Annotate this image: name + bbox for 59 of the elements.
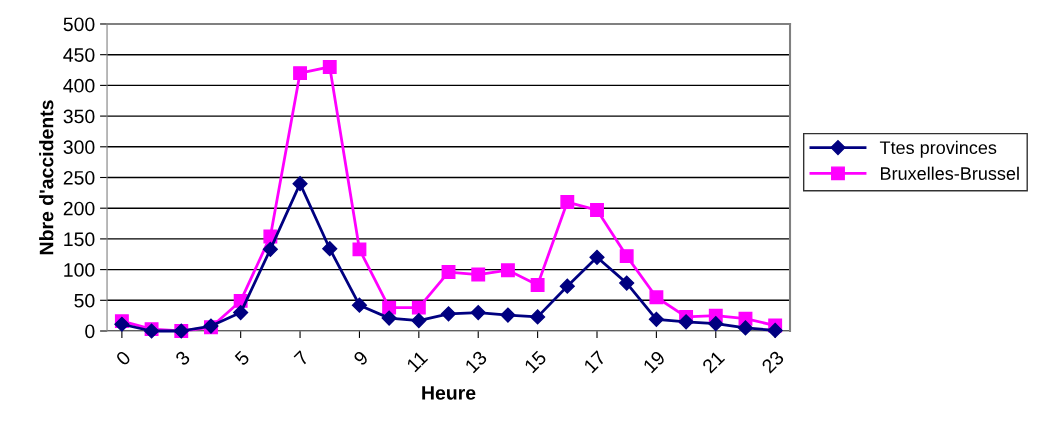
x-tick-label: 9 [352, 350, 369, 367]
point [352, 242, 367, 257]
point [411, 312, 427, 329]
point [381, 310, 397, 326]
x-tick-label: 21 [701, 350, 726, 374]
y-tick-label: 50 [74, 293, 95, 308]
point [560, 195, 575, 209]
point [648, 311, 664, 327]
y-tick-label: 150 [64, 232, 95, 247]
point [471, 267, 486, 282]
point [649, 290, 664, 305]
point [470, 305, 486, 321]
y-tick-label: 0 [85, 324, 95, 339]
y-axis-title: Nbre d'accidents [39, 100, 54, 255]
point [322, 241, 338, 257]
point [411, 300, 426, 315]
point [292, 176, 308, 192]
point [589, 249, 605, 265]
point [500, 263, 515, 278]
point [322, 60, 337, 74]
x-tick-label: 23 [760, 350, 785, 374]
point [767, 322, 783, 338]
legend-label: Ttes provinces [879, 140, 997, 158]
point [351, 297, 368, 313]
point [590, 203, 604, 217]
point [737, 320, 754, 336]
x-axis-title: Heure [422, 386, 476, 400]
x-tick-label: 5 [234, 350, 251, 367]
point [678, 314, 694, 330]
legend-label: Bruxelles-Brussel [880, 166, 1019, 180]
point [708, 316, 724, 332]
point [530, 309, 546, 325]
x-tick-label: 15 [523, 350, 548, 374]
point [619, 249, 634, 264]
x-tick-label: 11 [406, 350, 429, 373]
x-tick-label: 3 [174, 350, 191, 367]
x-tick-label: 17 [583, 350, 607, 374]
point [500, 307, 516, 323]
x-tick-label: 0 [115, 349, 132, 367]
y-tick-label: 200 [63, 201, 95, 216]
y-tick-label: 250 [63, 170, 95, 185]
y-tick-label: 450 [63, 48, 95, 62]
point [530, 278, 545, 292]
x-tick-label: 13 [464, 350, 488, 374]
point [382, 300, 397, 315]
point [293, 66, 308, 81]
y-tick-label: 500 [63, 17, 95, 32]
point [440, 306, 457, 322]
point [619, 275, 635, 291]
x-tick-label: 19 [642, 350, 666, 374]
y-tick-label: 350 [63, 109, 95, 124]
point [233, 305, 249, 321]
x-tick-label: 7 [293, 350, 310, 366]
y-tick-label: 300 [63, 140, 95, 155]
point [262, 241, 278, 257]
y-tick-label: 400 [63, 78, 95, 93]
point [441, 265, 456, 279]
point [559, 278, 575, 294]
y-tick-label: 100 [64, 263, 95, 277]
